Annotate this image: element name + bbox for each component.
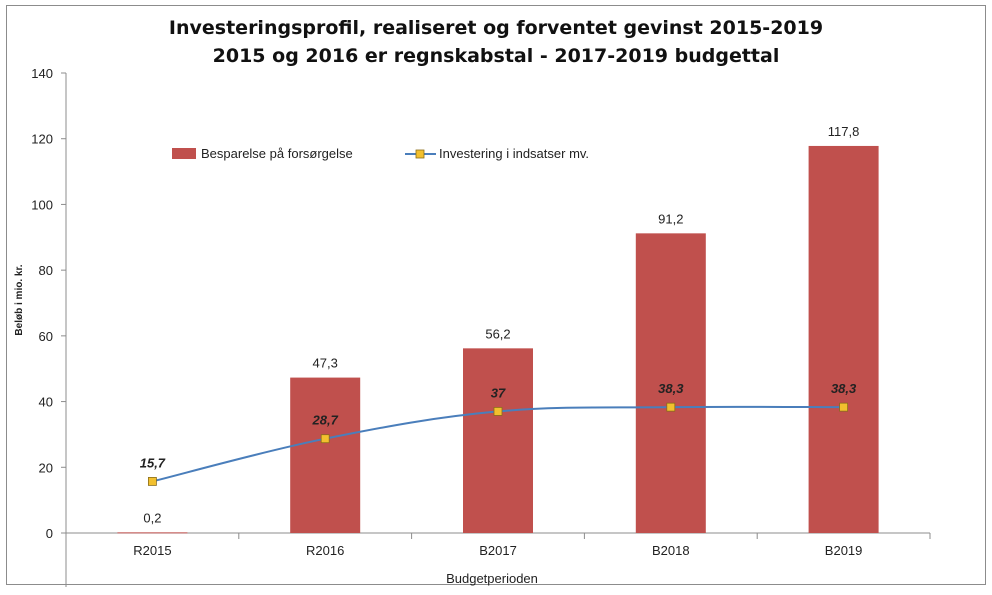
bar xyxy=(808,145,879,533)
data-labels: 0,2 47,3 56,2 91,2 117,8 15,7 28,7 37 38,3 38,3 xyxy=(140,124,860,525)
line-data-label: 28,7 xyxy=(312,413,339,428)
line-point-marker xyxy=(666,402,676,412)
x-tick-label: B2018 xyxy=(652,543,690,558)
bar-data-label: 56,2 xyxy=(485,326,510,341)
line-point-marker xyxy=(320,434,330,444)
legend-swatch-marker xyxy=(415,149,425,159)
bar-data-label: 47,3 xyxy=(313,356,338,371)
bar-data-label: 91,2 xyxy=(658,211,683,226)
x-tick-label: R2016 xyxy=(306,543,344,558)
bar xyxy=(290,377,361,533)
y-tick-label: 20 xyxy=(39,460,53,475)
line-point-marker xyxy=(147,477,157,486)
bar-data-label: 0,2 xyxy=(143,510,161,525)
y-tick-label: 100 xyxy=(31,197,53,212)
bar-series xyxy=(117,145,879,534)
line-data-label: 38,3 xyxy=(831,381,857,396)
bar xyxy=(463,348,533,533)
x-tick-label: B2019 xyxy=(825,543,863,558)
y-tick-label: 140 xyxy=(31,66,53,81)
y-tick-label: 80 xyxy=(39,263,53,278)
legend-label-line: Investering i indsatser mv. xyxy=(439,146,589,161)
x-axis-title: Budgetperioden xyxy=(446,571,538,586)
y-tick-label: 0 xyxy=(46,526,53,541)
bar xyxy=(117,532,188,534)
chart-subtitle: 2015 og 2016 er regnskabstal - 2017-2019… xyxy=(212,45,780,67)
x-tick-label: R2015 xyxy=(133,543,171,558)
line-data-label: 38,3 xyxy=(658,381,684,396)
bar-data-label: 117,8 xyxy=(828,124,860,139)
y-axis-title: Beløb i mio. kr. xyxy=(14,264,25,335)
y-tick-label: 40 xyxy=(39,395,53,410)
chart-title: Investeringsprofil, realiseret og forven… xyxy=(168,17,824,39)
line-data-label: 37 xyxy=(491,385,506,400)
line-data-label: 15,7 xyxy=(140,455,166,470)
axes: 0 20 40 60 80 100 120 140 R2015 R2016 B2017 B2018 B2… xyxy=(14,66,931,587)
line-series xyxy=(147,402,848,486)
legend-label-bar: Besparelse på forsørgelse xyxy=(201,146,353,161)
legend-swatch-bar xyxy=(172,148,196,159)
bar xyxy=(635,233,706,534)
line-point-marker xyxy=(839,402,848,412)
legend: Besparelse på forsørgelse Investering i i… xyxy=(172,146,589,161)
y-tick-label: 60 xyxy=(39,329,53,344)
y-tick-label: 120 xyxy=(31,132,53,147)
line-point-marker xyxy=(493,407,503,416)
x-tick-label: B2017 xyxy=(479,543,517,558)
